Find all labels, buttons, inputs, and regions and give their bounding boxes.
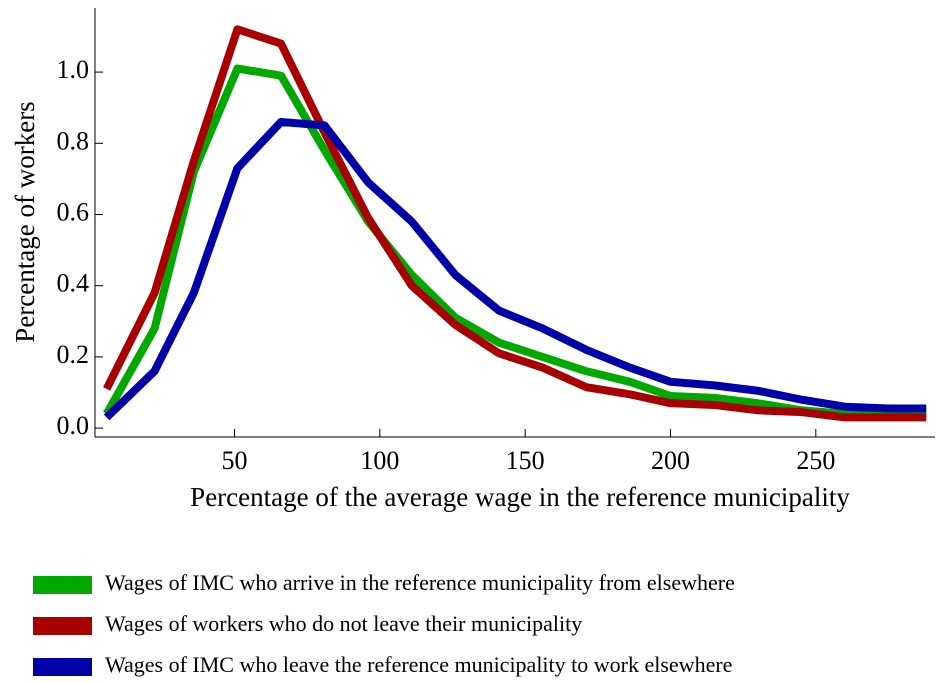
x-axis-label: Percentage of the average wage in the re… xyxy=(190,482,850,512)
x-tick-label: 100 xyxy=(360,446,399,475)
line-series xyxy=(103,117,927,421)
y-tick-label: 0.0 xyxy=(57,411,90,440)
x-tick-label: 50 xyxy=(222,446,248,475)
x-tick-label: 200 xyxy=(651,446,690,475)
legend-swatch xyxy=(33,658,92,676)
y-tick-label: 0.6 xyxy=(57,197,90,226)
x-tick-label: 150 xyxy=(506,446,545,475)
line-series xyxy=(103,25,927,422)
y-axis-label: Percentage of workers xyxy=(10,101,40,342)
legend-label: Wages of workers who do not leave their … xyxy=(105,611,582,636)
y-tick-label: 0.2 xyxy=(57,340,90,369)
y-tick-label: 0.4 xyxy=(57,269,90,298)
legend-swatch xyxy=(33,617,92,635)
legend-label: Wages of IMC who leave the reference mun… xyxy=(105,652,732,677)
x-tick-label: 250 xyxy=(796,446,835,475)
y-tick-label: 0.8 xyxy=(57,126,90,155)
legend-label: Wages of IMC who arrive in the reference… xyxy=(105,570,735,595)
y-tick-label: 1.0 xyxy=(57,55,90,84)
legend-swatch xyxy=(33,576,92,594)
